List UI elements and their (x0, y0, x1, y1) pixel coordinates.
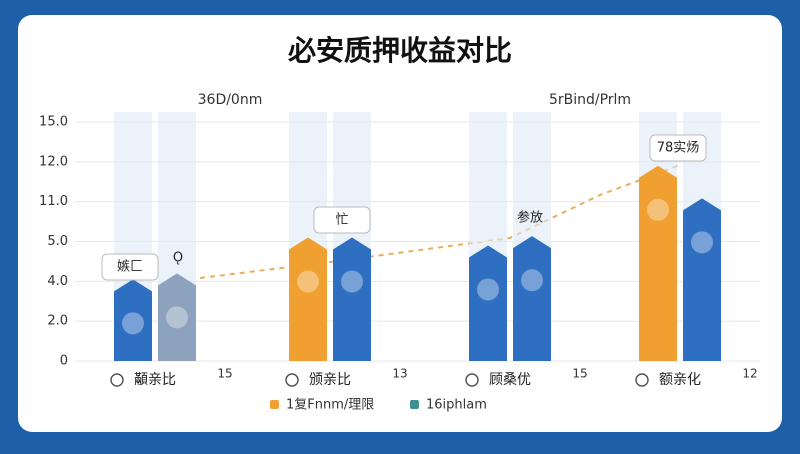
x-tick-label: 顢亲比 (134, 371, 176, 388)
category-icon (635, 373, 649, 387)
callout-box (649, 134, 707, 162)
bar (333, 237, 371, 361)
bar-icon (647, 198, 669, 221)
annotation: 嫉匚 (117, 260, 143, 275)
y-tick-label: 2.0 (47, 314, 68, 329)
x-tick-label: 颁亲比 (309, 372, 351, 388)
bar (469, 245, 507, 361)
chart-title: 必安质押收益对比 (288, 34, 512, 67)
annotation: Ǫ (173, 251, 183, 266)
y-tick-label: 4.0 (47, 274, 68, 289)
bar-icon (297, 270, 319, 293)
category-icon (465, 373, 479, 387)
bar (513, 236, 551, 361)
legend-swatch (410, 400, 419, 409)
annotation: 参放 (517, 210, 543, 226)
x-tick-label: 额亲化 (659, 372, 701, 388)
bar (683, 198, 721, 361)
bar (289, 237, 327, 361)
annotation: 忙 (335, 213, 348, 228)
y-tick-label: 5.0 (47, 234, 68, 249)
bar-icon (521, 269, 543, 292)
bar-icon (477, 278, 499, 301)
bar (158, 273, 196, 361)
annotation: 78实炀 (657, 141, 700, 156)
callout-box (313, 206, 371, 234)
callout-box (101, 253, 159, 281)
legend-label: 1复Fnnm/理限 (286, 398, 374, 413)
bar (639, 165, 677, 361)
x-tick-label: 顾桑优 (489, 372, 531, 388)
category-note: 15 (217, 367, 232, 381)
bar (114, 279, 152, 361)
bar-icon (122, 312, 144, 335)
legend-label: 16iphlam (426, 398, 487, 413)
category-note: 15 (572, 367, 587, 381)
y-tick-label: 0 (60, 354, 68, 369)
y-tick-label: 15.0 (39, 115, 68, 130)
category-icon (110, 373, 124, 387)
card (18, 15, 782, 432)
category-note: 12 (742, 367, 757, 381)
y-tick-label: 11.0 (39, 194, 68, 209)
subtitle: 36D/0nm (198, 92, 263, 108)
category-note: 13 (392, 367, 407, 381)
bar-icon (691, 231, 713, 254)
bar-icon (166, 306, 188, 329)
trend-line (199, 164, 681, 279)
bar-icon (341, 270, 363, 293)
legend-swatch (270, 400, 279, 409)
subtitle: 5rBind/Prlm (549, 92, 631, 108)
y-tick-label: 12.0 (39, 154, 68, 169)
category-icon (285, 373, 299, 387)
